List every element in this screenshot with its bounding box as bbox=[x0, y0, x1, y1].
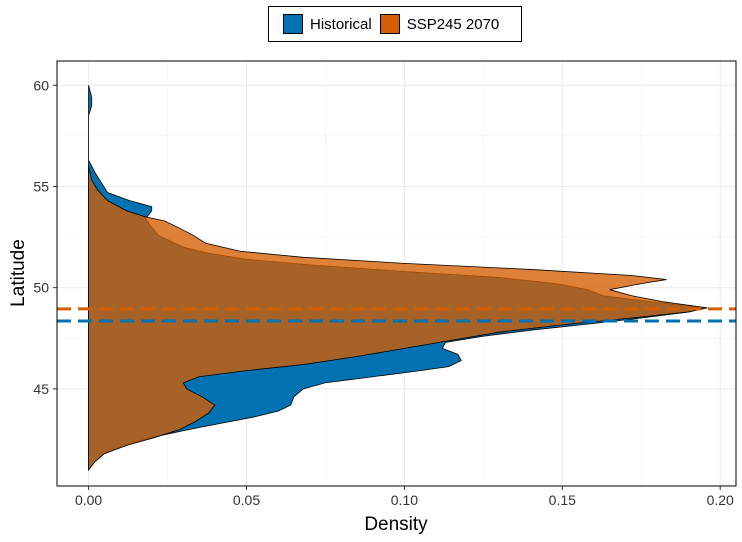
plot-panel-border bbox=[56, 60, 737, 487]
legend-label-historical: Historical bbox=[310, 15, 372, 33]
x-tick-label: 0.10 bbox=[391, 492, 418, 508]
x-tick-label: 0.15 bbox=[549, 492, 576, 508]
legend-item-historical: Historical bbox=[283, 14, 372, 34]
y-tick-label: 60 bbox=[33, 77, 49, 93]
legend-item-ssp245-2070: SSP245 2070 bbox=[379, 14, 500, 34]
y-tick-label: 50 bbox=[33, 280, 49, 296]
y-axis-title: Latitude bbox=[8, 239, 29, 307]
x-tick-label: 0.00 bbox=[75, 492, 102, 508]
legend-label-ssp245-2070: SSP245 2070 bbox=[406, 15, 500, 33]
axis-ticks: 0.00 0.05 0.10 0.15 0.20 45 50 55 60 bbox=[33, 77, 734, 508]
legend-swatch-historical bbox=[283, 14, 303, 34]
x-tick-label: 0.05 bbox=[233, 492, 260, 508]
y-tick-label: 45 bbox=[33, 381, 49, 397]
mean-lines bbox=[57, 307, 736, 323]
x-tick-label: 0.20 bbox=[707, 492, 734, 508]
x-axis-title: Density bbox=[364, 514, 428, 535]
y-tick-label: 55 bbox=[33, 178, 49, 194]
legend-swatch-ssp245-2070 bbox=[379, 14, 400, 34]
legend: Historical SSP245 2070 bbox=[268, 6, 522, 42]
